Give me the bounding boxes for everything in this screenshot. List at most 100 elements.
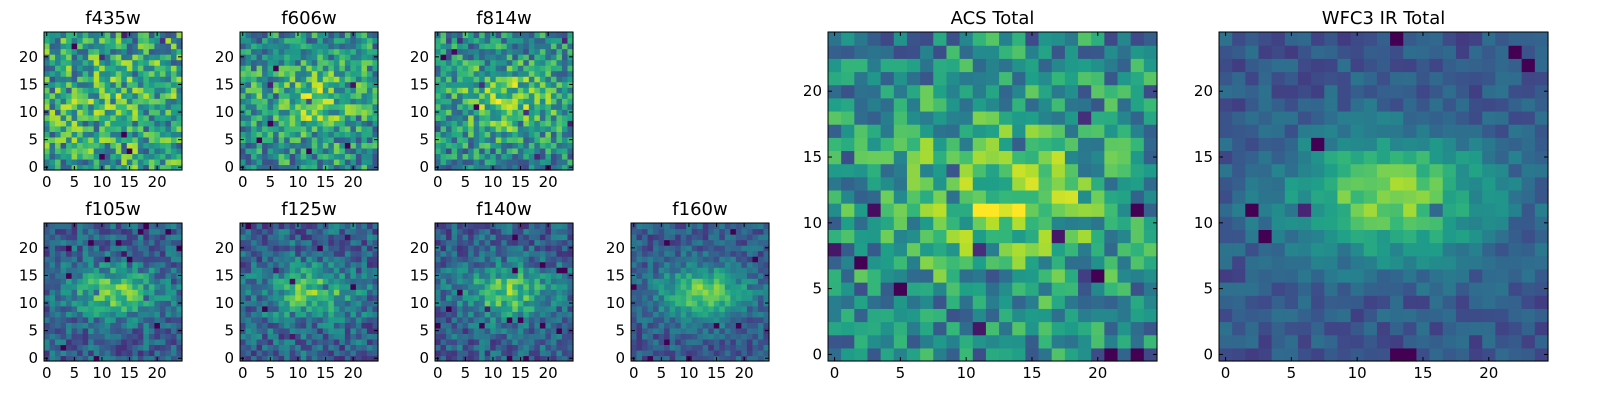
pixel-cell bbox=[322, 81, 329, 88]
pixel-cell bbox=[484, 54, 491, 61]
pixel-cell bbox=[88, 103, 95, 110]
pixel-cell bbox=[664, 294, 671, 301]
pixel-cell bbox=[165, 76, 172, 83]
pixel-cell bbox=[267, 109, 274, 116]
pixel-cell bbox=[306, 294, 313, 301]
pixel-cell bbox=[355, 65, 363, 72]
x-tick-label: 10 bbox=[679, 364, 698, 382]
pixel-cell bbox=[506, 76, 513, 83]
pixel-cell bbox=[267, 228, 274, 235]
pixel-cell bbox=[93, 294, 100, 301]
pixel-cell bbox=[539, 87, 546, 94]
pixel-cell bbox=[361, 76, 368, 83]
pixel-cell bbox=[88, 327, 95, 334]
pixel-cell bbox=[55, 142, 62, 149]
pixel-cell bbox=[262, 153, 269, 160]
pixel-cell bbox=[289, 92, 296, 99]
pixel-cell bbox=[724, 234, 731, 241]
pixel-cell bbox=[267, 120, 274, 127]
pixel-cell bbox=[752, 327, 759, 334]
pixel-cell bbox=[176, 305, 183, 312]
pixel-cell bbox=[567, 76, 574, 83]
pixel-cell bbox=[154, 125, 161, 132]
pixel-cell bbox=[55, 261, 62, 268]
pixel-cell bbox=[278, 228, 285, 235]
pixel-cell bbox=[104, 92, 111, 99]
pixel-cell bbox=[647, 294, 654, 301]
pixel-cell bbox=[278, 120, 285, 127]
pixel-cell bbox=[440, 245, 447, 252]
pixel-cell bbox=[245, 164, 252, 171]
pixel-cell bbox=[451, 59, 458, 66]
pixel-cell bbox=[328, 355, 335, 362]
pixel-cell bbox=[355, 333, 363, 340]
pixel-cell bbox=[55, 131, 62, 138]
pixel-cell bbox=[165, 43, 172, 50]
pixel-cell bbox=[350, 125, 357, 132]
pixel-cell bbox=[495, 158, 502, 166]
pixel-cell bbox=[295, 267, 302, 274]
pixel-cell bbox=[159, 228, 167, 235]
pixel-cell bbox=[484, 158, 491, 166]
pixel-cell bbox=[691, 322, 698, 329]
pixel-cell bbox=[719, 239, 726, 246]
pixel-cell bbox=[495, 355, 502, 362]
pixel-cell bbox=[267, 250, 274, 257]
pixel-cell bbox=[121, 37, 128, 44]
pixel-cell bbox=[104, 81, 111, 88]
pixel-cell bbox=[170, 147, 178, 155]
pixel-cell bbox=[333, 283, 340, 290]
pixel-cell bbox=[132, 245, 139, 252]
pixel-cell bbox=[517, 322, 524, 329]
pixel-cell bbox=[132, 223, 139, 230]
y-tick-label: 5 bbox=[224, 322, 234, 340]
pixel-cell bbox=[355, 311, 363, 318]
pixel-cell bbox=[289, 120, 296, 127]
pixel-cell bbox=[256, 54, 263, 61]
pixel-cell bbox=[451, 305, 458, 312]
pixel-cell bbox=[534, 256, 541, 263]
pixel-cell bbox=[132, 136, 139, 143]
pixel-cell bbox=[77, 142, 84, 149]
pixel-cell bbox=[556, 125, 563, 132]
pixel-cell bbox=[317, 267, 324, 274]
pixel-cell bbox=[906, 150, 921, 165]
pixel-cell bbox=[328, 109, 335, 116]
pixel-cell bbox=[501, 158, 508, 166]
pixel-cell bbox=[60, 37, 67, 44]
pixel-cell bbox=[763, 267, 770, 274]
pixel-cell bbox=[490, 142, 497, 149]
pixel-cell bbox=[115, 305, 122, 312]
pixel-cell bbox=[176, 316, 183, 323]
pixel-cell bbox=[295, 256, 302, 263]
pixel-cell bbox=[176, 120, 183, 127]
pixel-cell bbox=[361, 294, 368, 301]
pixel-cell bbox=[735, 316, 742, 323]
pixel-cell bbox=[440, 327, 447, 334]
pixel-cell bbox=[154, 76, 161, 83]
pixel-cell bbox=[567, 338, 574, 346]
pixel-cell bbox=[77, 65, 84, 72]
pixel-cell bbox=[176, 239, 183, 246]
pixel-cell bbox=[1012, 163, 1026, 178]
pixel-cell bbox=[631, 316, 638, 323]
pixel-cell bbox=[132, 147, 139, 155]
pixel-cell bbox=[713, 289, 720, 296]
pixel-cell bbox=[653, 294, 660, 301]
pixel-cell bbox=[137, 136, 144, 143]
pixel-cell bbox=[170, 98, 178, 105]
pixel-cell bbox=[435, 59, 442, 66]
pixel-cell bbox=[686, 278, 693, 285]
pixel-cell bbox=[284, 261, 291, 268]
pixel-cell bbox=[1078, 242, 1092, 257]
pixel-cell bbox=[528, 327, 535, 334]
pixel-cell bbox=[88, 245, 95, 252]
pixel-cell bbox=[99, 114, 106, 121]
pixel-cell bbox=[468, 261, 475, 268]
pixel-cell bbox=[317, 333, 324, 340]
pixel-cell bbox=[350, 278, 357, 285]
pixel-cell bbox=[484, 294, 491, 301]
pixel-cell bbox=[708, 239, 715, 246]
pixel-cell bbox=[137, 125, 144, 132]
pixel-cell bbox=[300, 267, 307, 274]
